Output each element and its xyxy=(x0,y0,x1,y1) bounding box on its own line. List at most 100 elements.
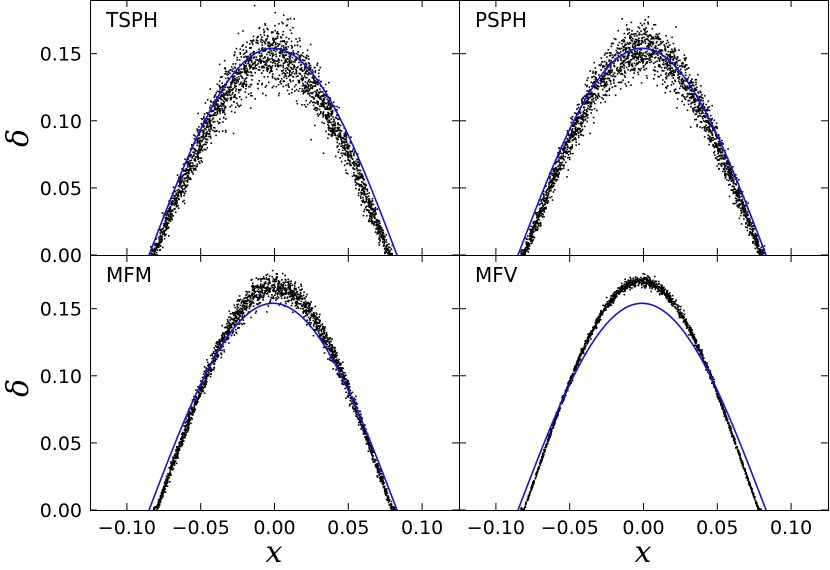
data-point xyxy=(617,59,619,62)
data-point xyxy=(294,59,296,61)
data-point xyxy=(631,38,634,40)
data-point xyxy=(553,178,555,181)
data-point xyxy=(730,180,733,182)
data-point xyxy=(279,40,282,43)
data-point xyxy=(183,170,185,172)
data-point xyxy=(255,39,258,41)
data-point xyxy=(731,189,734,191)
data-point xyxy=(299,39,301,42)
data-point xyxy=(591,93,594,95)
data-point xyxy=(628,48,631,50)
data-point xyxy=(637,26,640,28)
data-point xyxy=(738,217,741,220)
data-point xyxy=(372,209,375,211)
data-point xyxy=(260,52,263,55)
data-point xyxy=(214,94,217,96)
data-point xyxy=(560,152,563,155)
data-point xyxy=(615,53,617,56)
data-point xyxy=(235,80,238,82)
data-point xyxy=(299,64,302,66)
data-point xyxy=(683,84,686,86)
data-point xyxy=(355,163,358,166)
data-point xyxy=(334,126,336,129)
data-point xyxy=(358,189,360,191)
data-point xyxy=(268,81,270,84)
data-point xyxy=(347,172,349,175)
data-point xyxy=(238,78,241,80)
data-point xyxy=(208,115,211,118)
data-point xyxy=(213,130,216,133)
data-point xyxy=(591,109,593,111)
data-point xyxy=(297,51,299,53)
data-point xyxy=(341,142,344,144)
data-point xyxy=(683,80,685,82)
data-point xyxy=(563,145,565,148)
data-point xyxy=(750,233,753,236)
data-point xyxy=(658,76,661,78)
data-point xyxy=(246,67,248,70)
data-point xyxy=(330,113,333,116)
data-point xyxy=(327,127,330,129)
data-point xyxy=(239,71,242,74)
data-point xyxy=(223,101,226,103)
data-point xyxy=(247,93,250,95)
data-point xyxy=(608,89,610,91)
data-point xyxy=(558,153,560,156)
data-point xyxy=(177,194,180,197)
data-point xyxy=(707,120,709,123)
data-point xyxy=(746,213,749,216)
data-point xyxy=(284,54,287,56)
data-point xyxy=(632,33,635,36)
data-point xyxy=(623,56,625,59)
data-point xyxy=(293,65,295,68)
data-point xyxy=(379,230,381,233)
data-point xyxy=(341,145,344,147)
data-point xyxy=(755,240,758,243)
data-point xyxy=(566,143,569,146)
data-point xyxy=(544,200,547,203)
data-point xyxy=(282,69,285,72)
data-point xyxy=(673,74,675,77)
data-point xyxy=(271,62,274,64)
data-point xyxy=(167,213,170,216)
data-point xyxy=(528,243,531,245)
data-point xyxy=(703,95,706,97)
data-point xyxy=(727,148,729,150)
data-point xyxy=(322,152,325,155)
data-point xyxy=(653,69,656,72)
data-point xyxy=(595,78,598,81)
data-point xyxy=(169,218,172,221)
data-point xyxy=(200,129,203,132)
data-point xyxy=(357,163,360,165)
data-point xyxy=(250,83,253,86)
data-point xyxy=(344,133,347,135)
data-point xyxy=(241,45,244,48)
data-point xyxy=(606,72,609,74)
data-point xyxy=(245,85,247,87)
data-point xyxy=(317,72,320,75)
data-point xyxy=(640,49,643,51)
data-point xyxy=(275,46,278,48)
data-point xyxy=(324,116,327,119)
data-point xyxy=(528,238,531,241)
data-point xyxy=(600,69,602,71)
data-point xyxy=(345,133,348,135)
data-point xyxy=(223,109,226,111)
data-point xyxy=(634,50,636,53)
data-point xyxy=(729,169,731,172)
data-point xyxy=(563,147,565,150)
data-point xyxy=(210,101,212,103)
data-point xyxy=(740,223,743,225)
data-point xyxy=(202,131,204,133)
data-point xyxy=(312,82,315,84)
data-point xyxy=(712,139,714,141)
data-point xyxy=(720,147,722,150)
data-point xyxy=(661,83,664,86)
data-point xyxy=(719,150,721,152)
data-point xyxy=(227,78,230,80)
data-point xyxy=(180,190,182,193)
data-point xyxy=(300,78,303,80)
data-point xyxy=(272,49,275,52)
data-point xyxy=(603,82,606,84)
data-point xyxy=(201,161,204,163)
